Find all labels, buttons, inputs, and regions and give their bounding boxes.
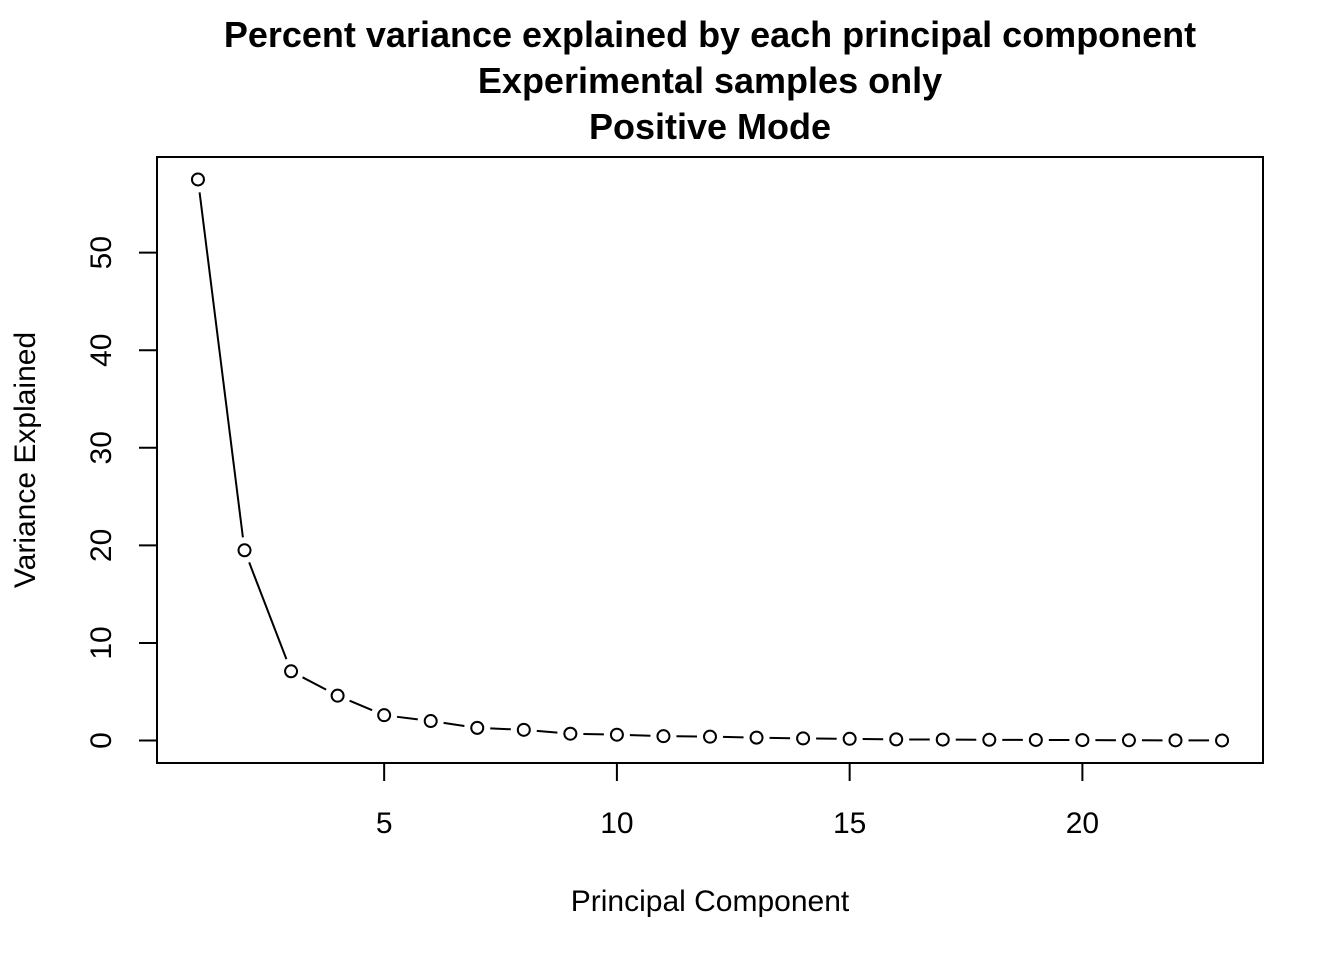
data-point (656, 729, 671, 744)
x-tick-label: 5 (376, 807, 393, 840)
series-segment (396, 715, 418, 721)
series-segment (536, 729, 558, 734)
y-tick-label: 20 (85, 529, 118, 562)
data-point (796, 731, 811, 746)
series-segment (302, 676, 327, 691)
x-axis-label: Principal Component (571, 885, 850, 918)
x-tick-label: 15 (833, 807, 866, 840)
x-axis: 5 10 15 20 (376, 762, 1099, 840)
data-point (284, 664, 299, 679)
y-axis: 0 10 20 30 40 50 (85, 236, 158, 749)
data-point (1215, 733, 1230, 748)
chart-title: Percent variance explained by each princ… (224, 14, 1196, 55)
y-tick-label: 50 (85, 236, 118, 269)
y-axis-label: Variance Explained (9, 332, 42, 588)
data-point (330, 688, 345, 703)
data-point (563, 726, 578, 741)
data-point (609, 727, 624, 742)
y-tick-label: 10 (85, 626, 118, 659)
data-point (1075, 733, 1090, 748)
data-point (935, 732, 950, 747)
data-point (190, 172, 205, 187)
chart-subtitle-2: Positive Mode (589, 106, 831, 147)
data-point (1121, 733, 1136, 748)
y-tick-label: 30 (85, 431, 118, 464)
data-point (237, 543, 252, 558)
series-segment (629, 734, 651, 737)
data-point (749, 730, 764, 745)
y-tick-label: 0 (85, 732, 118, 749)
plot-frame (156, 156, 1264, 764)
data-point (423, 714, 438, 729)
chart-subtitle-1: Experimental samples only (478, 60, 942, 101)
x-tick-label: 10 (600, 807, 633, 840)
series-segment (443, 721, 465, 727)
series-segment (198, 192, 244, 538)
data-point (889, 732, 904, 747)
data-point (1028, 732, 1043, 747)
data-point (842, 731, 857, 746)
data-point (470, 720, 485, 735)
series-segment (248, 562, 288, 660)
data-point (703, 729, 717, 744)
x-tick-label: 20 (1066, 807, 1099, 840)
y-tick-label: 40 (85, 334, 118, 367)
data-point (1168, 733, 1183, 748)
series-points (190, 172, 1230, 748)
series-line (198, 192, 1210, 742)
series-segment (349, 699, 373, 712)
series-segment (490, 727, 511, 731)
data-point (377, 708, 392, 723)
data-point (516, 722, 531, 737)
data-point (982, 732, 997, 747)
